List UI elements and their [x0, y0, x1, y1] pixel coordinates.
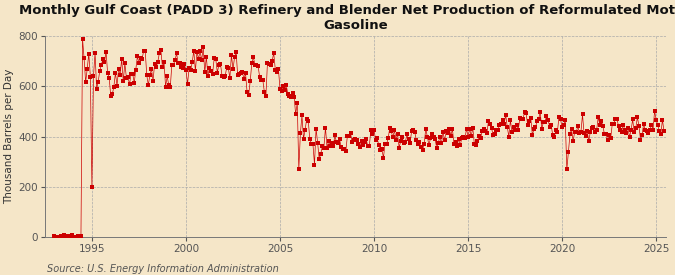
- Y-axis label: Thousand Barrels per Day: Thousand Barrels per Day: [4, 69, 14, 204]
- Text: Source: U.S. Energy Information Administration: Source: U.S. Energy Information Administ…: [47, 264, 279, 274]
- Title: Monthly Gulf Coast (PADD 3) Refinery and Blender Net Production of Reformulated : Monthly Gulf Coast (PADD 3) Refinery and…: [20, 4, 675, 32]
